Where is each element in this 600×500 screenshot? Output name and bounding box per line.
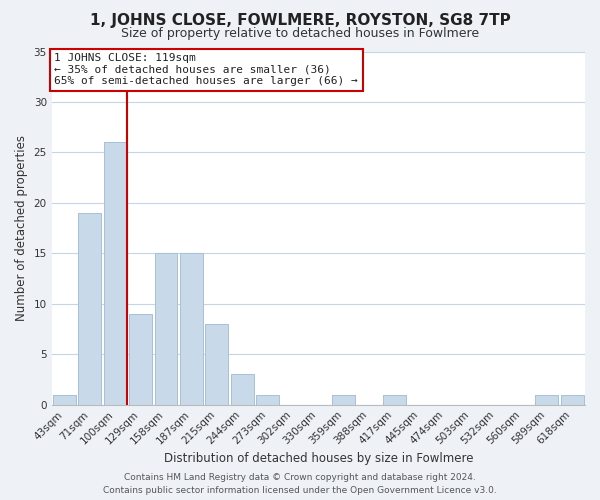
Bar xyxy=(79,213,101,404)
Text: Contains HM Land Registry data © Crown copyright and database right 2024.
Contai: Contains HM Land Registry data © Crown c… xyxy=(103,474,497,495)
Bar xyxy=(332,394,355,404)
Bar xyxy=(561,394,584,404)
Text: Size of property relative to detached houses in Fowlmere: Size of property relative to detached ho… xyxy=(121,28,479,40)
Bar xyxy=(53,394,76,404)
Bar xyxy=(231,374,254,404)
Bar xyxy=(155,254,178,404)
Text: 1 JOHNS CLOSE: 119sqm
← 35% of detached houses are smaller (36)
65% of semi-deta: 1 JOHNS CLOSE: 119sqm ← 35% of detached … xyxy=(55,54,358,86)
Text: 1, JOHNS CLOSE, FOWLMERE, ROYSTON, SG8 7TP: 1, JOHNS CLOSE, FOWLMERE, ROYSTON, SG8 7… xyxy=(89,12,511,28)
Bar xyxy=(535,394,559,404)
Bar xyxy=(256,394,279,404)
Bar xyxy=(205,324,228,404)
X-axis label: Distribution of detached houses by size in Fowlmere: Distribution of detached houses by size … xyxy=(164,452,473,465)
Y-axis label: Number of detached properties: Number of detached properties xyxy=(15,135,28,321)
Bar xyxy=(104,142,127,404)
Bar xyxy=(180,254,203,404)
Bar xyxy=(383,394,406,404)
Bar xyxy=(129,314,152,404)
